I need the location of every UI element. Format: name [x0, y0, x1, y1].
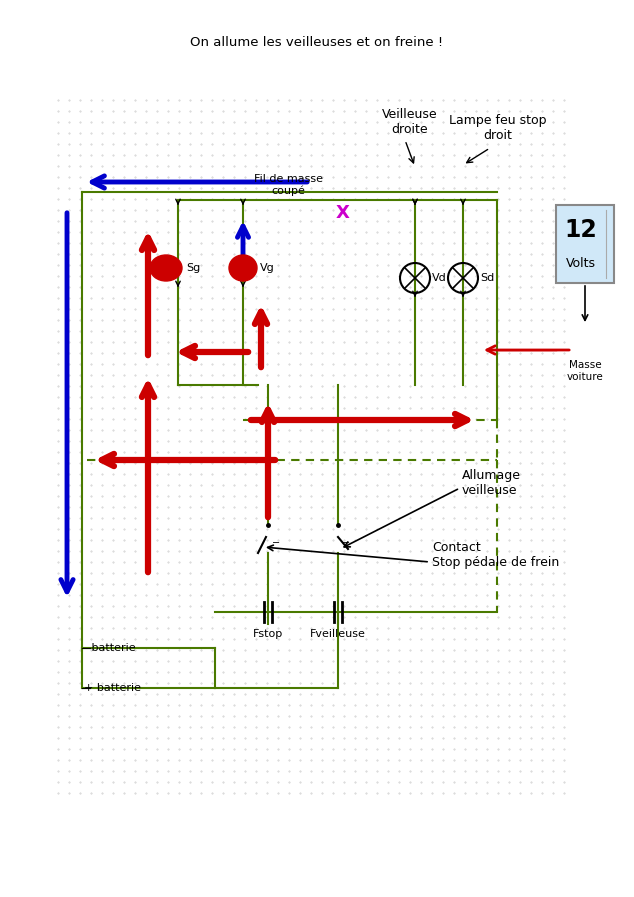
Text: Lampe feu stop
droit: Lampe feu stop droit	[450, 114, 547, 142]
Text: Sg: Sg	[186, 263, 200, 273]
Text: On allume les veilleuses et on freine !: On allume les veilleuses et on freine !	[190, 36, 444, 48]
Text: Volts: Volts	[566, 257, 596, 269]
Text: Contact
Stop pédale de frein: Contact Stop pédale de frein	[432, 541, 559, 569]
Bar	[556, 205, 614, 283]
Text: −: −	[342, 538, 350, 548]
Ellipse shape	[150, 255, 182, 281]
Text: Masse
voiture: Masse voiture	[567, 360, 604, 381]
Text: X: X	[336, 204, 350, 222]
Text: −: −	[272, 538, 280, 548]
Text: Vg: Vg	[260, 263, 275, 273]
Text: Fstop: Fstop	[253, 629, 283, 639]
Text: 12: 12	[565, 218, 597, 242]
Text: - batterie: - batterie	[84, 643, 136, 653]
Ellipse shape	[229, 255, 257, 281]
Text: Fveilleuse: Fveilleuse	[310, 629, 366, 639]
Text: Sd: Sd	[480, 273, 495, 283]
Text: + batterie: + batterie	[84, 683, 141, 693]
Text: Allumage
veilleuse: Allumage veilleuse	[462, 469, 521, 497]
Text: Fil de masse
coupé: Fil de masse coupé	[254, 174, 323, 196]
Text: Vd: Vd	[432, 273, 447, 283]
Text: Veilleuse
droite: Veilleuse droite	[382, 108, 438, 136]
